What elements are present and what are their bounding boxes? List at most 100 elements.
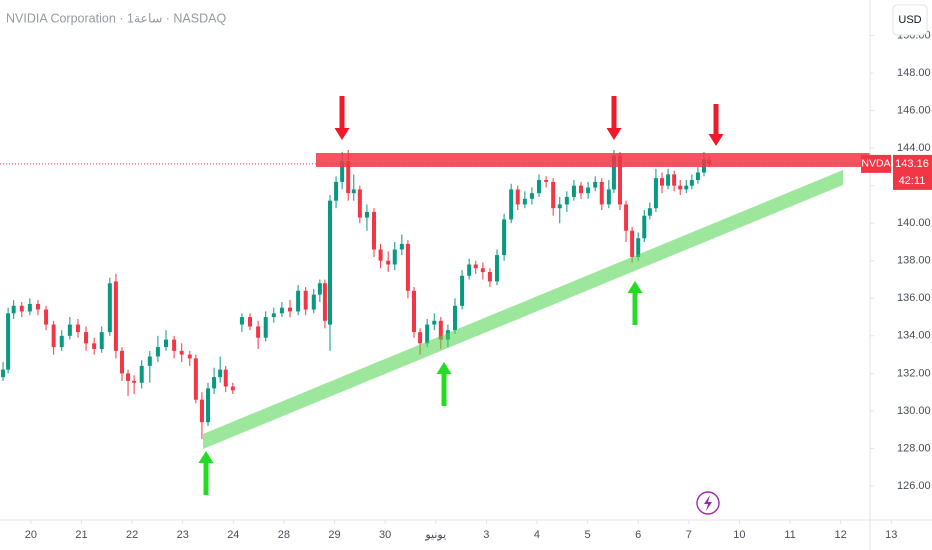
candle-body [256,326,261,338]
candle-body [334,181,339,201]
candle-body [418,332,423,344]
candle-body [119,350,124,374]
candle-body [689,180,694,186]
currency-label: USD [898,14,921,26]
candle-body [44,309,49,325]
candle-body [126,373,131,381]
candle-body [263,317,268,338]
candle-body [624,204,629,231]
x-tick-label: 6 [635,529,641,541]
candle-body [6,313,11,370]
candle-body [218,369,223,378]
chart-title: NVIDIA Corporation · 1ساعة · NASDAQ [6,11,226,25]
candle-body [551,181,556,209]
alert-icon-bolt [704,495,712,511]
candle-body [223,369,228,387]
candle-body [35,303,40,310]
candle-body [27,303,32,312]
x-tick-label: 3 [483,529,489,541]
x-tick-label: 5 [585,529,591,541]
y-tick-label: 136.00 [897,292,931,304]
y-tick-label: 148.00 [897,67,931,79]
candle-body [564,196,569,205]
candle-body [113,281,118,351]
candle-body [695,172,700,181]
down-arrow [606,96,622,140]
y-tick-label: 126.00 [897,480,931,492]
candle-body [672,174,677,186]
candle-body [405,243,410,291]
up-arrow [198,451,214,495]
candle-body [92,343,97,349]
candle-body [529,193,534,199]
candle-body [473,264,478,269]
countdown-label: 42:11 [899,175,926,187]
price-labels: NVDA 143.16 42:11 [861,154,932,190]
candle-body [684,185,689,190]
candle-body [59,335,64,348]
candle-body [107,283,112,333]
y-tick-label: 138.00 [897,255,931,267]
candle-body [327,200,332,325]
candle-body [248,317,253,327]
y-tick-label: 128.00 [897,442,931,454]
candle-body [239,317,244,325]
candle-body [164,339,169,348]
y-tick-label: 140.00 [897,217,931,229]
candle-body [502,219,507,256]
candle-body [579,185,584,194]
candle-body [678,185,683,190]
symbol-label: NVDA [861,158,890,170]
candle-body [630,230,635,257]
candle-body [199,399,204,423]
candle-body [452,305,457,331]
candle-body [487,272,492,282]
candle-body [303,290,308,310]
candle-body [271,313,276,318]
y-tick-label: 134.00 [897,330,931,342]
candle-body [317,283,322,295]
x-tick-label: 23 [177,529,189,541]
candle-body [372,211,377,250]
candle-body [179,350,184,355]
candle-body [378,249,383,261]
last-price-badge [893,154,932,190]
candle-body [212,377,217,389]
currency-button[interactable] [892,4,928,36]
candle-body [364,211,369,218]
x-tick-label: 4 [534,529,540,541]
x-tick-label: 22 [126,529,138,541]
candle-body [340,161,345,182]
candle-body [172,339,177,351]
candle-body [357,189,362,218]
candle-body [509,189,514,220]
candle-body [75,324,80,333]
candle-body [296,290,301,312]
candle-body [557,204,562,209]
candle-body [230,386,235,391]
candle-body [206,388,211,423]
candle-body [1,369,6,378]
down-arrow [334,96,350,140]
x-tick-label: 13 [885,529,897,541]
candle-body [67,324,72,336]
y-tick-label: 146.00 [897,104,931,116]
candle-body [606,189,611,205]
candle-body [132,380,137,383]
x-tick-label: 30 [379,529,391,541]
candle-body [84,332,89,344]
resistance-zone [316,153,870,167]
candle-body [322,283,327,321]
candle-body [311,294,316,310]
x-tick-label: 24 [227,529,239,541]
candle-body [155,347,160,357]
candle-body [432,320,437,325]
candle-body [494,255,499,282]
candle-body [611,155,616,190]
support-trendline [203,170,843,449]
x-tick-label: 12 [835,529,847,541]
candle-body [399,243,404,250]
symbol-badge [861,154,891,173]
